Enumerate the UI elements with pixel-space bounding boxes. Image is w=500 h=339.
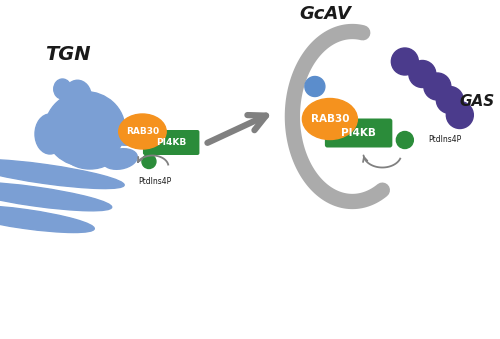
Circle shape xyxy=(142,155,156,168)
Circle shape xyxy=(409,60,436,87)
Circle shape xyxy=(424,73,451,100)
Text: GAS: GAS xyxy=(460,94,495,109)
Ellipse shape xyxy=(65,139,115,169)
Text: TGN: TGN xyxy=(44,44,90,63)
Ellipse shape xyxy=(0,205,94,233)
Text: RAB30: RAB30 xyxy=(310,114,349,124)
FancyBboxPatch shape xyxy=(325,119,392,147)
Circle shape xyxy=(396,132,413,148)
Circle shape xyxy=(446,101,473,128)
FancyBboxPatch shape xyxy=(143,130,200,155)
Circle shape xyxy=(392,48,418,75)
Ellipse shape xyxy=(54,79,71,99)
Ellipse shape xyxy=(64,80,91,113)
Ellipse shape xyxy=(302,99,358,140)
Ellipse shape xyxy=(0,159,124,188)
Ellipse shape xyxy=(0,182,112,211)
Circle shape xyxy=(305,77,325,97)
Circle shape xyxy=(436,86,464,114)
Text: GcAV: GcAV xyxy=(299,5,351,23)
Ellipse shape xyxy=(108,123,142,145)
Text: PI4KB: PI4KB xyxy=(156,138,186,147)
Text: PtdIns4P: PtdIns4P xyxy=(428,136,462,144)
Text: PtdIns4P: PtdIns4P xyxy=(138,177,172,186)
Ellipse shape xyxy=(45,92,125,166)
Text: PI4KB: PI4KB xyxy=(341,128,376,138)
Ellipse shape xyxy=(35,114,65,154)
Ellipse shape xyxy=(118,114,166,149)
Text: RAB30: RAB30 xyxy=(126,127,159,136)
Ellipse shape xyxy=(102,149,138,169)
